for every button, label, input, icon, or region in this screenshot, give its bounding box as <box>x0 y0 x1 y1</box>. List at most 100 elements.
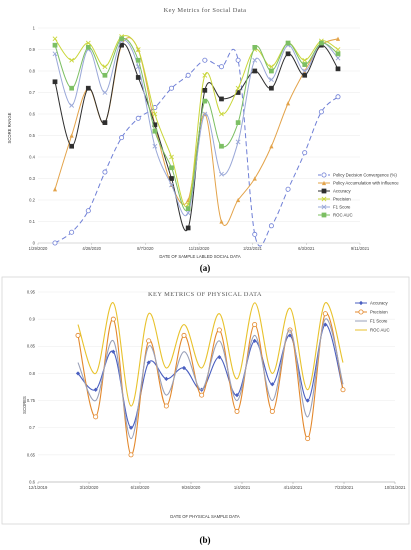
data-point <box>252 322 258 328</box>
legend-item: Precision <box>355 310 388 315</box>
series-roc-auc <box>52 36 341 212</box>
data-point <box>270 382 275 387</box>
legend-marker <box>321 204 327 210</box>
data-point <box>169 182 174 188</box>
data-point <box>252 57 258 63</box>
series-roc-auc <box>77 302 344 407</box>
series-f1-score <box>77 318 344 440</box>
x-tick-label: 3/10/2020 <box>80 485 99 490</box>
data-point <box>69 102 75 108</box>
data-point <box>219 219 224 224</box>
data-point <box>152 111 158 117</box>
legend-label: ROC AUC <box>370 328 390 333</box>
y-tick-label: 0.85 <box>27 344 36 349</box>
data-point <box>146 338 152 344</box>
legend-label: ROC AUC <box>333 213 353 218</box>
data-point <box>219 111 224 117</box>
data-point <box>235 120 241 125</box>
data-point <box>302 57 308 63</box>
data-point <box>128 452 134 458</box>
y-tick-label: 0.8 <box>29 68 35 73</box>
data-point <box>169 85 175 91</box>
chart-a-title: Key Metrics for Social Data <box>164 7 247 14</box>
x-tick-label: 9/11/2021 <box>351 246 370 251</box>
data-point <box>111 349 116 354</box>
data-point <box>218 64 224 70</box>
data-point <box>202 98 208 104</box>
data-point <box>269 85 274 91</box>
data-point <box>93 414 99 420</box>
legend-label: Precision <box>333 197 351 202</box>
data-point <box>335 36 341 41</box>
data-point <box>69 229 75 235</box>
legend-marker <box>358 300 364 306</box>
y-tick-label: 0.5 <box>29 133 35 138</box>
data-point <box>216 327 222 333</box>
data-point <box>163 403 169 409</box>
data-point <box>69 57 75 63</box>
data-point <box>285 186 291 192</box>
data-point <box>319 40 324 46</box>
data-point <box>269 408 275 414</box>
data-point <box>335 51 341 57</box>
legend-item: ROC AUC <box>355 328 390 333</box>
legend-label: F1 Score <box>370 319 388 324</box>
data-point <box>102 120 108 125</box>
data-point <box>52 51 58 57</box>
data-point <box>102 72 108 78</box>
y-tick-label: 0.8 <box>29 371 35 376</box>
data-point <box>135 57 141 63</box>
y-tick-label: 0.4 <box>29 154 35 159</box>
data-point <box>181 365 187 371</box>
data-point <box>322 311 328 317</box>
data-point <box>340 387 346 393</box>
data-point <box>335 55 341 61</box>
data-point <box>75 332 81 338</box>
y-tick-label: 0.6 <box>29 111 35 116</box>
data-point <box>185 210 191 216</box>
legend-marker <box>321 212 327 218</box>
chart-a-xlabel: DATE OF SAMPLE LABLED SOCIAL DATA <box>159 254 240 259</box>
data-point <box>219 171 224 177</box>
data-point <box>252 231 258 237</box>
series-line <box>77 312 344 456</box>
series-precision <box>75 311 346 458</box>
data-point <box>305 436 311 442</box>
chart-a-panel-label: (a) <box>200 263 211 273</box>
series-accuracy <box>52 42 341 232</box>
data-point <box>119 36 124 42</box>
chart-a-plot: 0 0.1 0.2 0.3 0.4 0.5 0.6 0.7 0.8 0.9 1 1/29/2020 4/… <box>29 25 400 251</box>
legend-label: Accuracy <box>333 189 352 194</box>
data-point <box>85 40 91 46</box>
y-tick-label: 0.3 <box>29 176 35 181</box>
x-tick-label: 6/18/2020 <box>131 485 150 490</box>
data-point <box>152 128 158 134</box>
y-tick-label: 0.9 <box>29 47 35 52</box>
y-tick-label: 0.95 <box>27 289 36 294</box>
data-point <box>236 197 241 203</box>
y-tick-label: 0.9 <box>29 317 35 322</box>
x-tick-label: 1/4/2021 <box>234 485 251 490</box>
series-policy-decision-convergence <box>52 49 341 247</box>
data-point <box>169 154 174 160</box>
legend-label: F1 Score <box>333 205 351 210</box>
data-point <box>335 94 341 100</box>
data-point <box>302 62 308 67</box>
data-point <box>52 187 58 192</box>
x-tick-label: 4/28/2020 <box>82 246 101 251</box>
data-point <box>69 143 74 149</box>
legend: Policy Decision Convergence (%) Policy Ac… <box>318 172 399 218</box>
data-point <box>268 64 274 70</box>
legend-item: Accuracy <box>318 189 352 194</box>
data-point <box>135 75 141 80</box>
data-point <box>69 133 74 138</box>
legend-item: F1 Score <box>318 205 351 210</box>
legend-marker <box>321 172 327 178</box>
legend-marker <box>321 196 327 202</box>
series-line <box>54 37 339 212</box>
legend-item: Precision <box>318 197 351 202</box>
data-point <box>102 169 108 175</box>
data-point <box>185 72 191 78</box>
y-tick-label: 0.6 <box>29 479 35 484</box>
legend-marker <box>321 188 327 194</box>
